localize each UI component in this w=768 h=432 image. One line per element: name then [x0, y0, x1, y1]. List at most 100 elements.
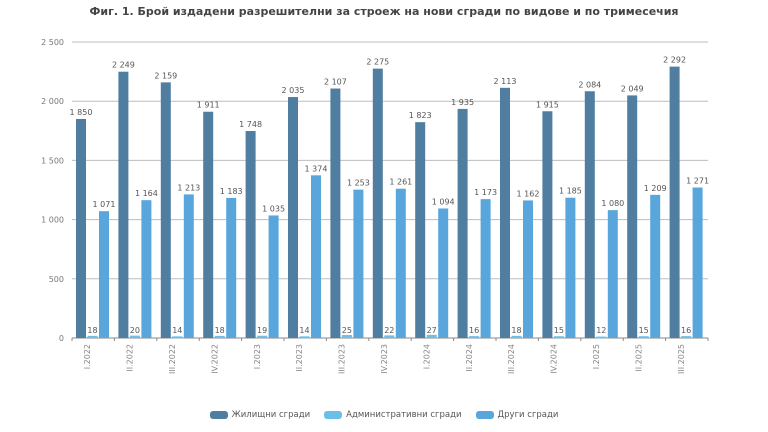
y-tick-label: 0: [59, 334, 64, 343]
bar[interactable]: [542, 111, 553, 338]
bar[interactable]: [311, 175, 321, 338]
x-tick-label: I.2025: [592, 344, 601, 369]
bar[interactable]: [245, 131, 256, 338]
bar-value-label: 1 911: [197, 101, 220, 110]
bar[interactable]: [226, 197, 237, 338]
bar[interactable]: [607, 210, 618, 338]
bar-value-label: 25: [342, 326, 352, 335]
bar-value-label: 16: [681, 326, 691, 335]
x-tick-label: I.2023: [253, 344, 262, 369]
bar[interactable]: [330, 88, 341, 339]
legend-label: Други сгради: [497, 410, 559, 420]
bar[interactable]: [638, 336, 649, 339]
bar[interactable]: [596, 336, 607, 339]
legend: Жилищни сгради Административни сгради Др…: [0, 410, 768, 420]
bar[interactable]: [353, 189, 364, 338]
y-tick-label: 500: [49, 275, 64, 284]
bar[interactable]: [584, 91, 595, 339]
bar[interactable]: [457, 108, 468, 338]
bar[interactable]: [99, 211, 109, 338]
bar-value-label: 2 292: [663, 56, 686, 65]
bar-value-label: 1 162: [517, 189, 540, 198]
bar-value-label: 1 823: [409, 111, 432, 120]
bar[interactable]: [669, 66, 680, 338]
bar[interactable]: [160, 82, 171, 339]
x-tick-label: III.2024: [507, 344, 516, 374]
bar[interactable]: [627, 95, 638, 338]
chart-title: Фиг. 1. Брой издадени разрешителни за ст…: [89, 5, 679, 18]
bar[interactable]: [500, 87, 510, 338]
y-tick-label: 1 500: [41, 156, 64, 165]
bar-value-label: 15: [554, 326, 564, 335]
bar-value-label: 1 209: [644, 184, 667, 193]
bar[interactable]: [299, 336, 310, 339]
bar[interactable]: [214, 335, 225, 338]
bar[interactable]: [268, 215, 279, 338]
bar[interactable]: [257, 335, 268, 338]
bar[interactable]: [118, 71, 129, 339]
bar[interactable]: [511, 335, 522, 338]
bar-value-label: 20: [130, 326, 140, 335]
bar[interactable]: [203, 111, 214, 338]
x-tick-label: I.2022: [83, 344, 92, 369]
bar[interactable]: [553, 336, 564, 339]
x-tick-label: IV.2023: [380, 344, 389, 374]
bar-value-label: 1 374: [305, 164, 328, 173]
y-tick-label: 1 000: [41, 216, 64, 225]
bar-value-label: 14: [172, 326, 182, 335]
bar[interactable]: [565, 197, 576, 338]
bar-value-label: 2 084: [578, 80, 601, 89]
legend-item-other[interactable]: Други сгради: [475, 410, 559, 420]
bar[interactable]: [141, 200, 152, 338]
bar-value-label: 18: [215, 326, 225, 335]
bar-value-label: 16: [469, 326, 479, 335]
bar-value-label: 1 164: [135, 189, 158, 198]
bar-value-label: 1 035: [262, 204, 285, 213]
x-tick-label: II.2023: [295, 344, 304, 372]
bar[interactable]: [183, 194, 194, 338]
bar[interactable]: [172, 336, 183, 339]
bar[interactable]: [523, 200, 533, 338]
bar-value-label: 2 249: [112, 61, 135, 70]
bar-value-label: 1 173: [474, 188, 497, 197]
bar-value-label: 1 213: [177, 183, 200, 192]
bar-value-label: 2 035: [282, 86, 305, 95]
bar[interactable]: [415, 122, 426, 338]
bar[interactable]: [438, 208, 449, 338]
bar[interactable]: [372, 68, 383, 338]
bar-value-label: 27: [427, 326, 437, 335]
x-tick-label: III.2023: [338, 344, 347, 374]
bar[interactable]: [469, 336, 480, 339]
bar[interactable]: [692, 187, 703, 338]
bar-value-label: 15: [639, 326, 649, 335]
legend-item-administrative[interactable]: Административни сгради: [324, 410, 462, 420]
bar[interactable]: [480, 199, 491, 338]
x-tick-label: IV.2022: [210, 344, 219, 374]
bar[interactable]: [288, 97, 298, 338]
bar[interactable]: [681, 336, 692, 339]
legend-item-residential[interactable]: Жилищни сгради: [209, 410, 311, 420]
x-tick-label: III.2022: [168, 344, 177, 374]
legend-swatch-residential: [209, 411, 228, 419]
bar[interactable]: [395, 188, 406, 338]
legend-swatch-administrative: [324, 411, 343, 419]
bar[interactable]: [426, 334, 437, 338]
bar[interactable]: [650, 194, 661, 338]
x-tick-label: II.2024: [465, 344, 474, 372]
bar-value-label: 1 185: [559, 187, 582, 196]
bar[interactable]: [384, 335, 395, 338]
bar[interactable]: [87, 335, 98, 338]
bar-value-label: 1 935: [451, 98, 474, 107]
bar[interactable]: [341, 335, 352, 338]
bar[interactable]: [129, 335, 140, 338]
legend-label: Жилищни сгради: [231, 410, 311, 420]
bar-value-label: 18: [511, 326, 521, 335]
bar-value-label: 2 275: [366, 58, 389, 67]
bar-value-label: 18: [87, 326, 97, 335]
x-tick-label: II.2025: [634, 344, 643, 372]
bar-value-label: 1 271: [686, 177, 709, 186]
y-tick-label: 2 500: [41, 38, 64, 47]
bar[interactable]: [76, 118, 86, 339]
bar-value-label: 1 915: [536, 100, 559, 109]
